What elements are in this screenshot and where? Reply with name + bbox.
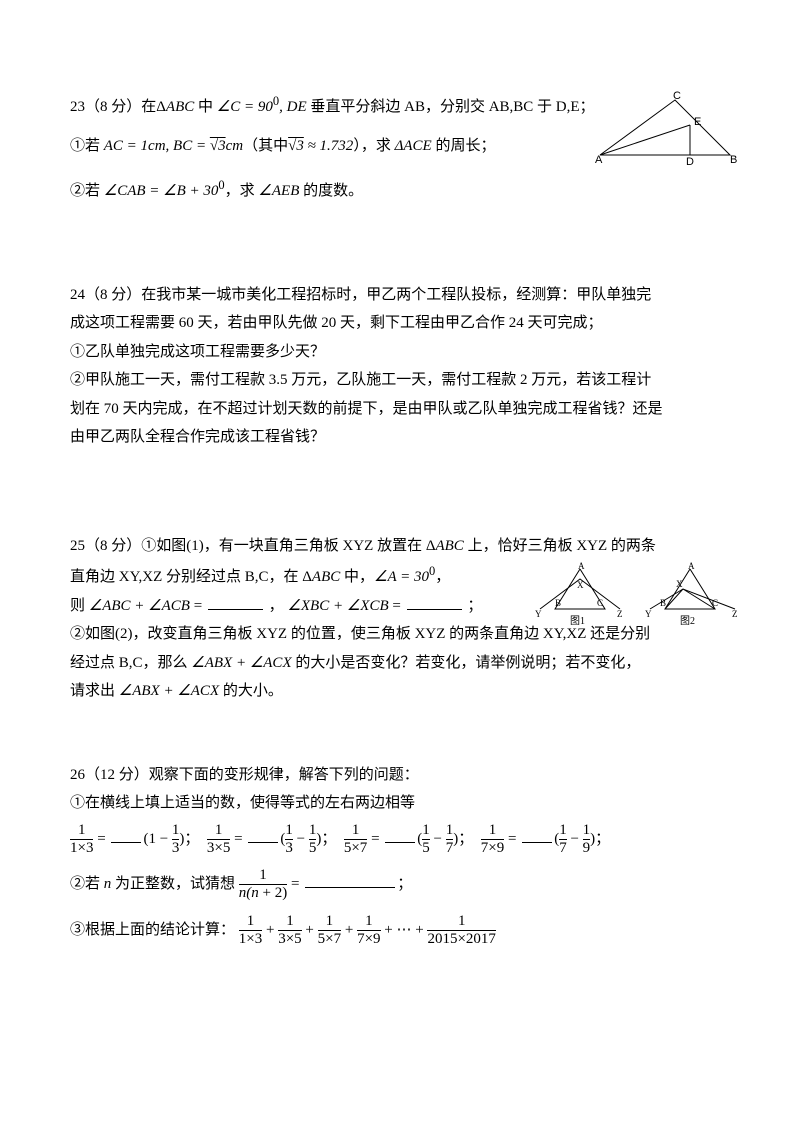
svg-text:A: A [578,561,585,571]
q26-part3: ③根据上面的结论计算： 11×3 + 13×5 + 15×7 + 17×9 + … [70,913,730,949]
problem-23: A B C E D 23（8 分）在ΔABC 中 ∠C = 900, DE 垂直… [70,90,730,206]
q25-figures: A X B C Y Z 图1 A X B C Y Z 图2 [535,564,745,645]
q25-l5: 经过点 B,C，那么 ∠ABX + ∠ACX 的大小是否变化？若变化，请举例说明… [70,649,730,678]
q24-l3: ①乙队单独完成这项工程需要多少天？ [70,338,730,367]
blank-input[interactable] [111,825,141,843]
q26-equation-row: 11×3 = (1 − 13)； 13×5 = (13 − 15)； 15×7 … [70,822,730,858]
blank-input[interactable] [522,825,552,843]
q26-part2: ②若 n 为正整数，试猜想 1n(n + 2) = ； [70,867,730,903]
svg-text:C: C [597,598,603,608]
q23-figure: A B C E D [595,95,740,181]
blank-input[interactable] [248,825,278,843]
q24-l1: 24（8 分）在我市某一城市美化工程招标时，甲乙两个工程队投标，经测算：甲队单独… [70,281,730,310]
blank-input[interactable] [407,592,462,610]
q24-l6: 由甲乙两队全程合作完成该工程省钱？ [70,423,730,452]
svg-text:A: A [595,154,603,166]
svg-text:Y: Y [535,609,542,619]
q26-l2: ①在横线上填上适当的数，使得等式的左右两边相等 [70,789,730,818]
problem-26: 26（12 分）观察下面的变形规律，解答下列的问题： ①在横线上填上适当的数，使… [70,761,730,949]
problem-25: 25（8 分）①如图(1)，有一块直角三角板 XYZ 放置在 ΔABC 上，恰好… [70,532,730,706]
svg-text:C: C [712,598,718,608]
svg-text:B: B [730,154,737,166]
problem-24: 24（8 分）在我市某一城市美化工程招标时，甲乙两个工程队投标，经测算：甲队单独… [70,281,730,452]
svg-text:图1: 图1 [570,615,585,627]
q24-l5: 划在 70 天内完成，在不超过计划天数的前提下，是由甲队或乙队单独完成工程省钱？… [70,395,730,424]
svg-text:Z: Z [617,609,623,619]
svg-text:Z: Z [732,609,738,619]
svg-text:X: X [577,580,584,590]
blank-input[interactable] [385,825,415,843]
blank-input[interactable] [208,592,263,610]
svg-text:X: X [676,579,683,589]
svg-text:图2: 图2 [680,615,695,627]
q26-l1: 26（12 分）观察下面的变形规律，解答下列的问题： [70,761,730,790]
svg-text:A: A [688,561,695,571]
svg-text:E: E [694,116,701,128]
svg-text:C: C [673,90,681,102]
svg-text:D: D [686,156,694,168]
q25-l6: 请求出 ∠ABX + ∠ACX 的大小。 [70,677,730,706]
svg-text:B: B [660,598,666,608]
q24-l4: ②甲队施工一天，需付工程款 3.5 万元，乙队施工一天，需付工程款 2 万元，若… [70,366,730,395]
blank-input[interactable] [305,871,395,889]
svg-text:B: B [555,598,561,608]
q25-line1: 25（8 分）①如图(1)，有一块直角三角板 XYZ 放置在 ΔABC 上，恰好… [70,532,730,561]
q24-l2: 成这项工程需要 60 天，若由甲队先做 20 天，剩下工程由甲乙合作 24 天可… [70,309,730,338]
svg-text:Y: Y [645,609,652,619]
